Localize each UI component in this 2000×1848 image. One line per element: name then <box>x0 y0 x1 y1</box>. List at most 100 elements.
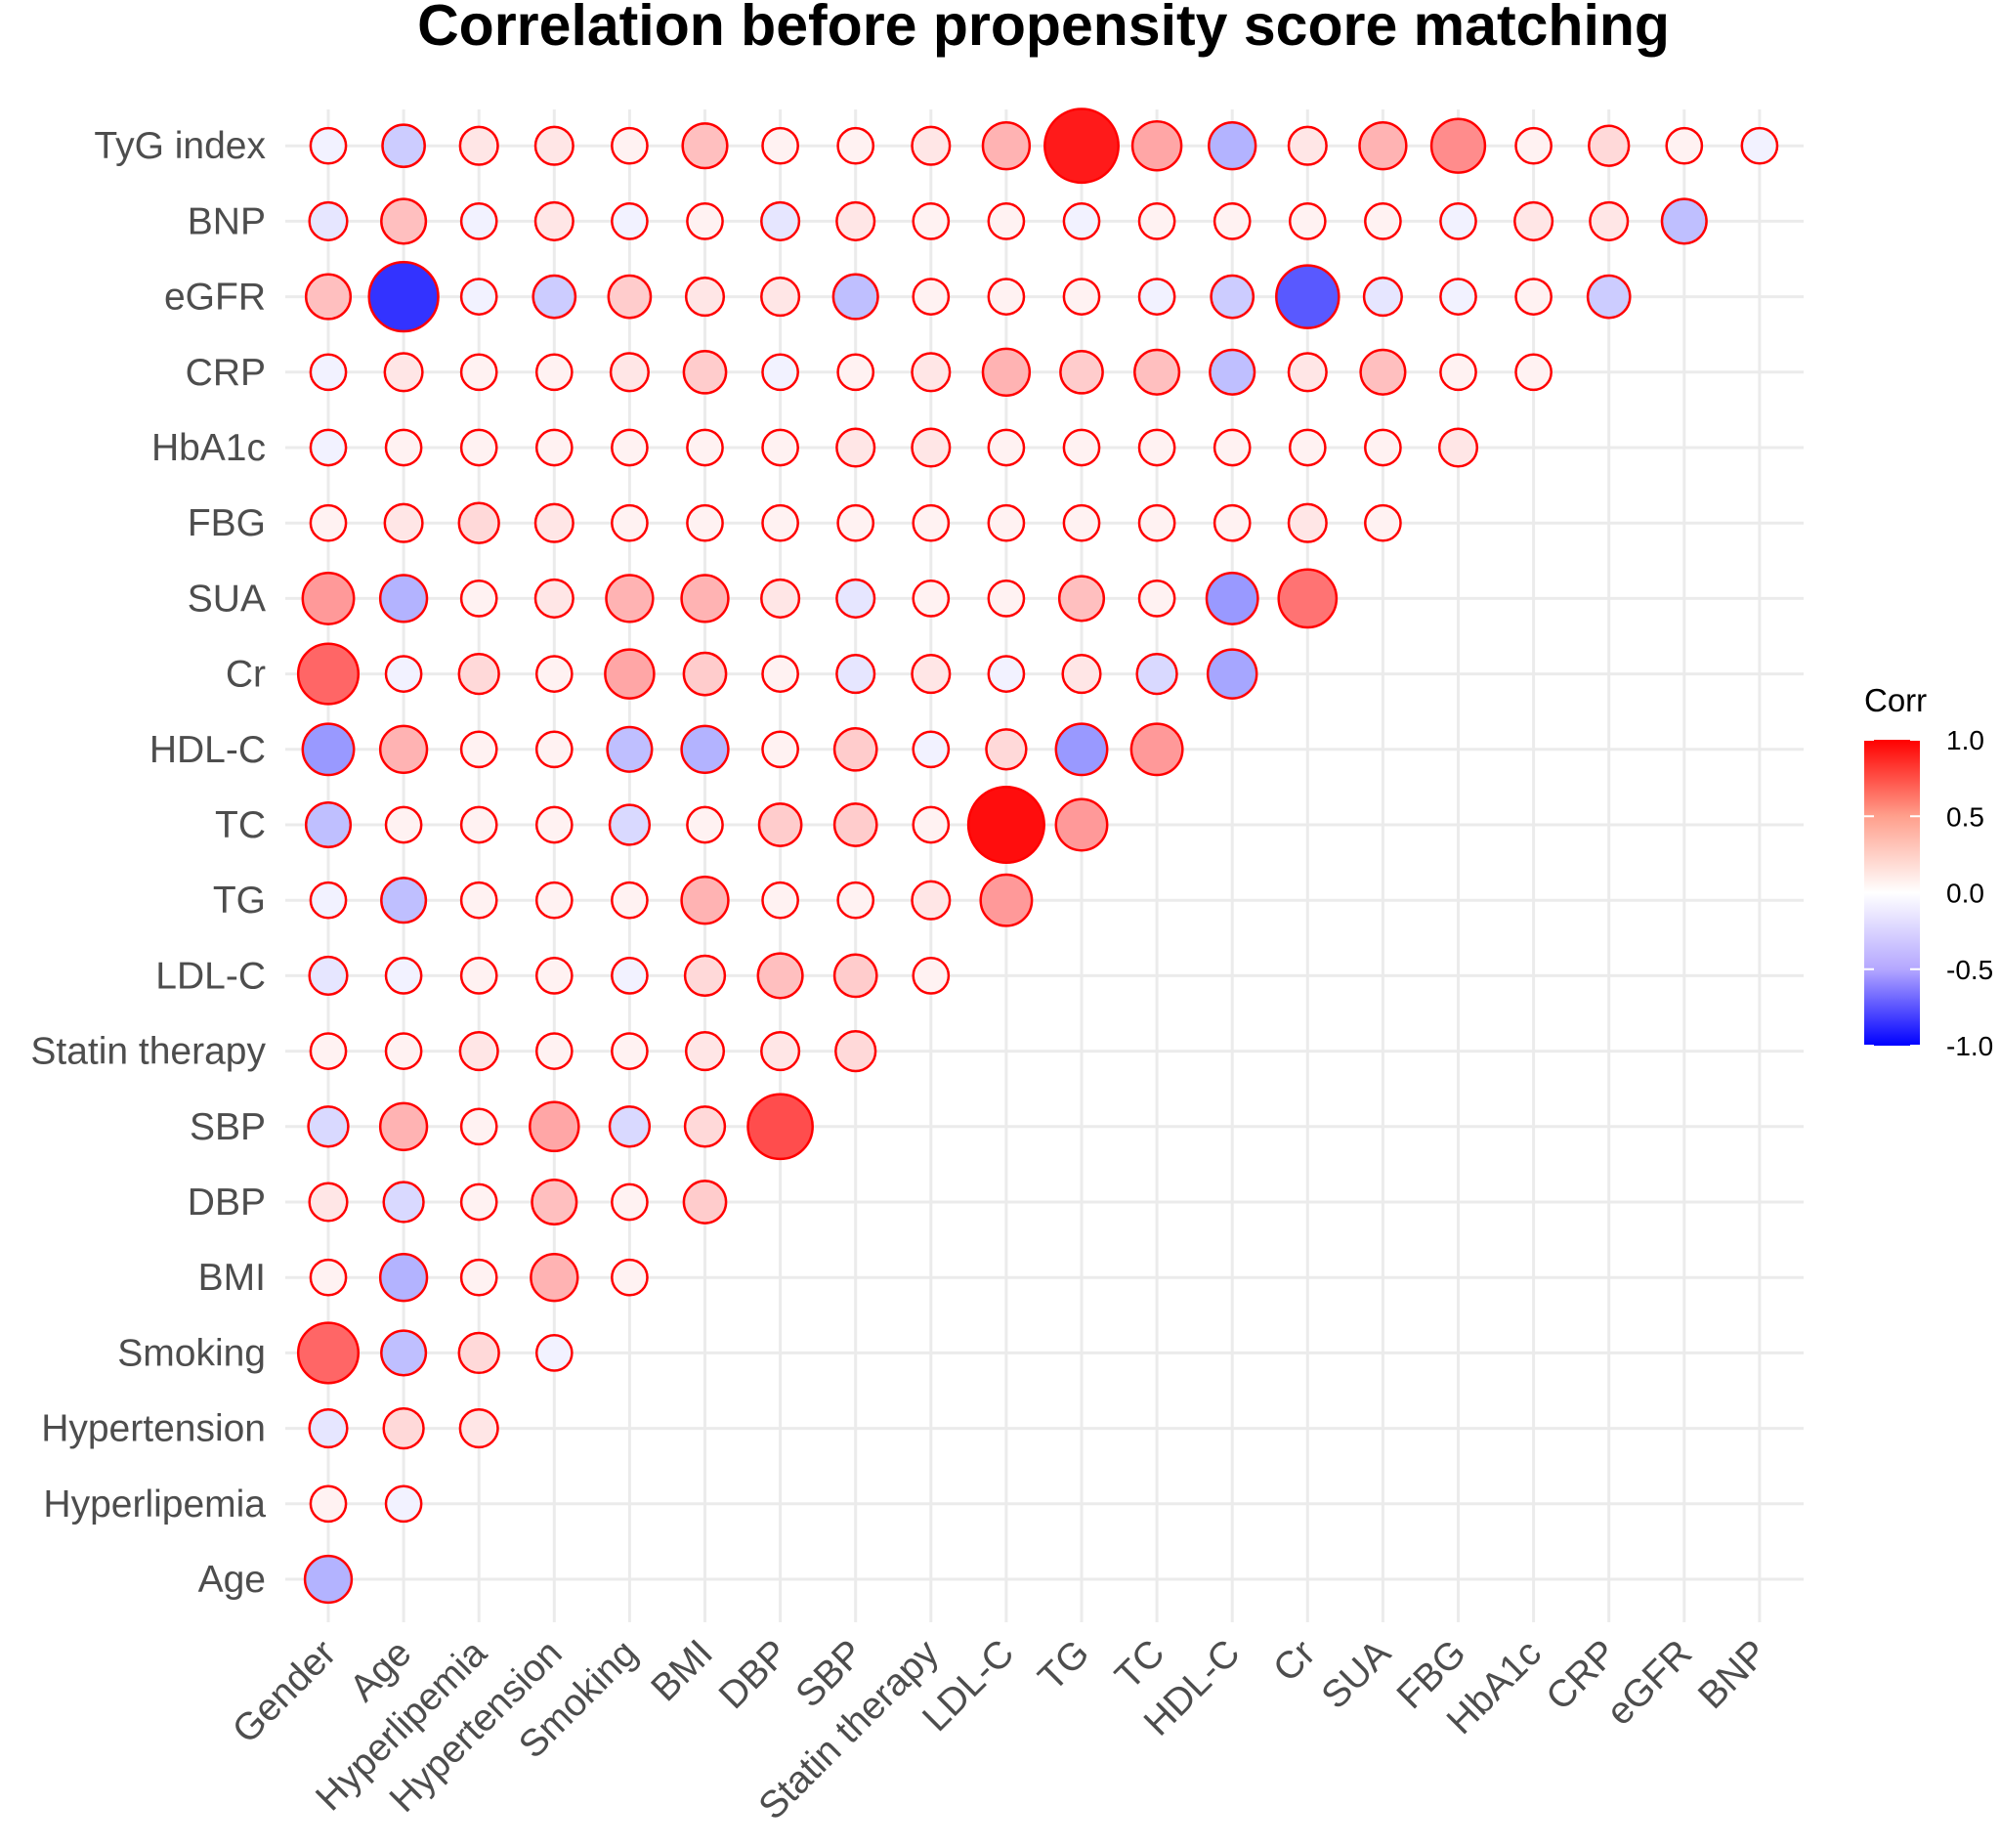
corr-cell-hyperlipemia-gender <box>309 1484 348 1524</box>
corr-cell-tc-gender <box>304 800 353 849</box>
y-tick-label: TG <box>213 880 266 922</box>
x-tick-label: SUA <box>1314 1632 1399 1717</box>
corr-cell-tc-smoking <box>608 803 652 846</box>
corr-cell-crp-fbg <box>1439 353 1477 392</box>
corr-cell-crp-statin-therapy <box>911 352 952 393</box>
corr-cell-egfr-age <box>367 260 440 333</box>
corr-cell-sbp-dbp <box>746 1093 814 1161</box>
y-tick-label: BNP <box>188 200 266 242</box>
corr-cell-bnp-smoking <box>611 202 649 240</box>
y-tick-label: Age <box>198 1559 266 1601</box>
corr-cell-statin-therapy-smoking <box>611 1032 649 1070</box>
corr-cell-fbg-bmi <box>686 503 724 542</box>
x-axis-labels: GenderAgeHyperlipemiaHypertensionSmoking… <box>225 1632 1775 1828</box>
corr-cell-fbg-hypertension <box>533 502 574 543</box>
corr-cell-bnp-fbg <box>1439 202 1477 240</box>
corr-cell-bnp-sua <box>1364 202 1402 240</box>
corr-cell-egfr-hdl-c <box>1210 274 1255 320</box>
corr-cell-bmi-hyperlipemia <box>459 1258 498 1297</box>
corr-cell-tg-hyperlipemia <box>459 881 498 920</box>
corr-cell-tyg-index-hdl-c <box>1208 121 1257 171</box>
corr-cell-fbg-age <box>383 502 424 543</box>
corr-cell-statin-therapy-gender <box>309 1032 348 1070</box>
y-tick-label: FBG <box>188 502 266 544</box>
corr-cell-hdl-c-hyperlipemia <box>459 730 498 769</box>
corr-cell-ldl-c-smoking <box>611 957 649 995</box>
corr-cell-tyg-index-egfr <box>1665 126 1704 165</box>
corr-cell-crp-hdl-c <box>1209 348 1256 396</box>
corr-cell-fbg-smoking <box>611 503 649 542</box>
corr-cell-bnp-hyperlipemia <box>459 202 498 240</box>
corr-cell-tyg-index-cr <box>1287 125 1328 166</box>
corr-cell-hdl-c-hypertension <box>534 730 574 769</box>
corr-cell-egfr-tg <box>1062 278 1101 316</box>
corr-cell-sbp-smoking <box>608 1105 652 1148</box>
corr-cell-egfr-fbg <box>1439 278 1477 316</box>
corr-cell-dbp-smoking <box>611 1182 649 1222</box>
corr-cell-egfr-hypertension <box>532 274 577 320</box>
corr-cell-sbp-hyperlipemia <box>459 1107 498 1146</box>
corr-cell-hdl-c-tg <box>1054 722 1109 777</box>
corr-cell-hba1c-tc <box>1137 428 1176 467</box>
corr-cell-egfr-cr <box>1275 264 1340 329</box>
corr-cell-age-gender <box>303 1554 354 1605</box>
corr-cell-hba1c-ldl-c <box>987 428 1026 467</box>
legend-tick-label: 0.0 <box>1946 879 1984 909</box>
corr-cell-bnp-hdl-c <box>1213 202 1252 240</box>
legend-tick-label: 0.5 <box>1946 801 1984 832</box>
corr-cell-crp-dbp <box>761 353 799 392</box>
corr-cell-tyg-index-bmi <box>681 122 729 170</box>
corr-cell-crp-gender <box>309 353 348 392</box>
corr-cell-fbg-statin-therapy <box>912 503 951 542</box>
corr-cell-crp-tg <box>1059 349 1104 395</box>
corr-cell-cr-tc <box>1135 652 1178 696</box>
corr-cell-fbg-sua <box>1364 503 1402 542</box>
legend-tick-label: 1.0 <box>1946 725 1984 755</box>
corr-cell-smoking-hypertension <box>534 1334 574 1372</box>
corr-cell-hba1c-statin-therapy <box>911 427 952 468</box>
corr-cell-smoking-age <box>380 1329 428 1377</box>
corr-cell-ldl-c-hypertension <box>534 957 574 995</box>
legend-tick-label: -0.5 <box>1946 955 1993 985</box>
corr-cell-crp-bmi <box>682 349 728 395</box>
corr-cell-cr-age <box>384 655 423 693</box>
corr-cell-dbp-gender <box>308 1182 349 1223</box>
y-tick-label: SUA <box>188 578 266 620</box>
corr-cell-dbp-hyperlipemia <box>459 1182 498 1222</box>
corr-cell-tc-hyperlipemia <box>459 805 498 844</box>
corr-cell-crp-sua <box>1359 348 1407 396</box>
corr-cell-hba1c-fbg <box>1437 427 1479 468</box>
corr-cell-tg-gender <box>309 881 348 920</box>
corr-cell-sua-age <box>378 574 429 623</box>
x-tick-label: Gender <box>225 1632 344 1751</box>
corr-cell-bmi-age <box>378 1253 429 1303</box>
corr-cell-fbg-ldl-c <box>987 503 1026 542</box>
x-tick-label: Cr <box>1265 1632 1324 1691</box>
y-tick-label: TyG index <box>94 125 266 167</box>
corr-cell-statin-therapy-sbp <box>834 1029 877 1073</box>
corr-cell-bnp-hba1c <box>1513 200 1554 241</box>
corr-cell-tyg-index-ldl-c <box>981 121 1032 171</box>
corr-cell-hba1c-hypertension <box>534 428 574 467</box>
y-tick-label: LDL-C <box>155 955 266 997</box>
corr-cell-bnp-egfr <box>1660 197 1708 245</box>
corr-cell-ldl-c-gender <box>308 955 349 996</box>
corr-cell-tyg-index-bnp <box>1740 126 1779 165</box>
corr-cell-sua-tg <box>1057 575 1106 623</box>
corr-cell-ldl-c-bmi <box>683 954 727 998</box>
corr-cell-hypertension-gender <box>308 1408 349 1449</box>
corr-cell-statin-therapy-hypertension <box>534 1032 574 1070</box>
corr-cell-hba1c-smoking <box>611 428 649 467</box>
corr-cell-tg-ldl-c <box>979 873 1034 927</box>
corr-cell-cr-dbp <box>761 655 799 693</box>
corr-cell-hdl-c-bmi <box>680 724 730 774</box>
corr-cell-dbp-age <box>382 1181 425 1224</box>
corr-cell-statin-therapy-hyperlipemia <box>458 1031 499 1072</box>
corr-cell-bnp-tg <box>1062 202 1101 240</box>
corr-cell-hba1c-sbp <box>835 427 876 468</box>
y-tick-label: SBP <box>190 1106 266 1148</box>
corr-cell-hba1c-gender <box>309 428 348 467</box>
y-tick-label: TC <box>215 804 266 846</box>
corr-cell-bmi-gender <box>309 1258 348 1297</box>
